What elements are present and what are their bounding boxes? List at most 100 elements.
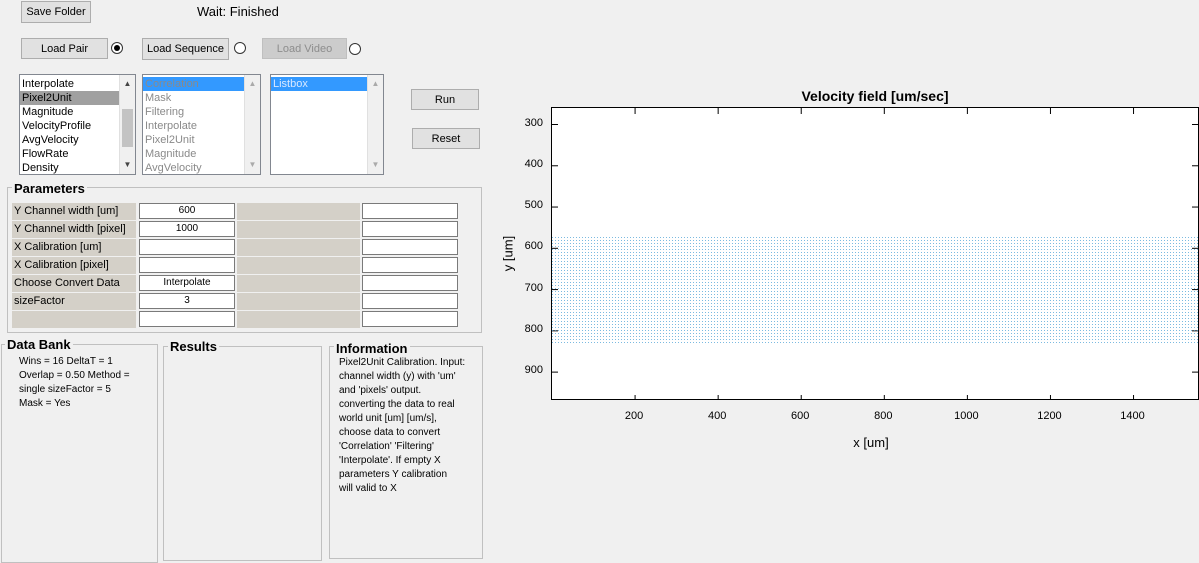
load-video-button[interactable]: Load Video	[262, 38, 347, 59]
information-line: will valid to X	[339, 483, 397, 494]
list-item[interactable]: FlowRate	[22, 148, 69, 160]
parameter-label-secondary	[237, 239, 360, 256]
parameter-value-field-secondary[interactable]	[362, 275, 458, 291]
x-tick-label: 400	[707, 410, 727, 422]
parameter-label-secondary	[237, 257, 360, 274]
x-tick-label: 800	[874, 410, 893, 422]
information-line: converting the data to real	[339, 399, 455, 410]
parameter-value-field[interactable]	[139, 257, 235, 273]
save-folder-button[interactable]: Save Folder	[21, 1, 91, 23]
parameter-label-secondary	[237, 221, 360, 238]
status-text: Wait: Finished	[197, 4, 279, 19]
y-tick-label: 800	[524, 322, 543, 335]
data-bank-line: Mask = Yes	[19, 398, 71, 409]
information-line: choose data to convert	[339, 427, 441, 438]
x-tick-label: 1200	[1037, 410, 1062, 422]
y-tick-label: 600	[524, 240, 543, 253]
list-item[interactable]: Listbox	[271, 77, 367, 91]
list-item[interactable]: Pixel2Unit	[145, 134, 195, 146]
list-item[interactable]: Magnitude	[145, 148, 197, 160]
output-listbox[interactable]: Listbox ▲ ▼	[270, 74, 384, 175]
list-item[interactable]: Interpolate	[22, 78, 74, 90]
parameter-value-field-secondary[interactable]	[362, 293, 458, 309]
list-item[interactable]: AvgVelocity	[145, 162, 202, 174]
information-line: channel width (y) with 'um'	[339, 371, 456, 382]
output-listbox-scrollbar[interactable]: ▲ ▼	[367, 75, 383, 174]
y-tick-label: 900	[524, 364, 543, 377]
y-tick-label: 500	[524, 199, 543, 212]
information-line: Pixel2Unit Calibration. Input:	[339, 357, 466, 368]
parameter-label: Y Channel width [um]	[12, 203, 136, 220]
list-item[interactable]: Pixel2Unit	[20, 91, 119, 105]
list-item[interactable]: Density	[22, 162, 59, 174]
reset-button[interactable]: Reset	[412, 128, 480, 149]
results-title: Results	[168, 339, 219, 354]
process-listbox-scrollbar[interactable]: ▲ ▼	[244, 75, 260, 174]
parameter-value-field[interactable]: 600	[139, 203, 235, 219]
analysis-listbox-scrollbar[interactable]: ▲ ▼	[119, 75, 135, 174]
velocity-field-band	[552, 235, 1198, 344]
process-listbox[interactable]: Correlation Mask Filtering Interpolate Pixel…	[142, 74, 261, 175]
parameter-label	[12, 311, 136, 328]
parameters-panel	[7, 187, 482, 333]
parameter-label: Y Channel width [pixel]	[12, 221, 136, 238]
information-line: world unit [um] [um/s],	[339, 413, 437, 424]
x-tick-label: 200	[624, 410, 644, 422]
load-sequence-button[interactable]: Load Sequence	[142, 38, 229, 60]
parameter-label-secondary	[237, 293, 360, 310]
x-tick-label: 1400	[1120, 410, 1145, 422]
scroll-up-icon[interactable]: ▲	[123, 79, 132, 88]
parameter-value-field-secondary[interactable]	[362, 239, 458, 255]
parameter-value-field[interactable]: 1000	[139, 221, 235, 237]
scroll-up-icon[interactable]: ▲	[248, 79, 257, 88]
list-item[interactable]: AvgVelocity	[22, 134, 79, 146]
data-bank-line: single sizeFactor = 5	[19, 384, 111, 395]
information-line: 'Interpolate'. If empty X	[339, 455, 441, 466]
y-tick-label: 400	[524, 157, 543, 170]
parameter-value-field[interactable]	[139, 311, 235, 327]
parameter-label-secondary	[237, 311, 360, 328]
information-line: 'Correlation' 'Filtering'	[339, 441, 434, 452]
load-sequence-radio[interactable]	[234, 42, 246, 54]
load-video-radio[interactable]	[349, 43, 361, 55]
list-item[interactable]: Interpolate	[145, 120, 197, 132]
data-bank-title: Data Bank	[5, 337, 73, 352]
scroll-thumb[interactable]	[122, 109, 133, 147]
chart-title: Velocity field [um/sec]	[801, 88, 949, 104]
parameter-label: sizeFactor	[12, 293, 136, 310]
analysis-listbox[interactable]: Interpolate Pixel2Unit Magnitude VelocityPr…	[19, 74, 136, 175]
y-tick-label: 300	[524, 116, 543, 129]
list-item[interactable]: Mask	[145, 92, 172, 104]
parameter-label-secondary	[237, 203, 360, 220]
list-item[interactable]: Filtering	[145, 106, 185, 118]
parameter-value-field[interactable]	[139, 239, 235, 255]
list-item[interactable]: VelocityProfile	[22, 120, 92, 132]
run-button[interactable]: Run	[411, 89, 479, 110]
parameter-label-secondary	[237, 275, 360, 292]
y-axis-label: y [um]	[500, 235, 516, 272]
scroll-down-icon[interactable]: ▼	[123, 160, 132, 169]
data-bank-line: Overlap = 0.50 Method =	[19, 370, 130, 381]
scroll-up-icon[interactable]: ▲	[371, 79, 380, 88]
list-item[interactable]: Correlation	[143, 77, 244, 91]
parameter-value-field-secondary[interactable]	[362, 257, 458, 273]
load-pair-radio[interactable]	[111, 42, 123, 54]
parameter-label: Choose Convert Data	[12, 275, 136, 292]
parameter-value-field-secondary[interactable]	[362, 311, 458, 327]
parameter-value-field[interactable]: 3	[139, 293, 235, 309]
velocity-field-plot	[551, 107, 1199, 400]
parameter-label: X Calibration [pixel]	[12, 257, 136, 274]
y-tick-label: 700	[524, 281, 543, 294]
parameter-value-field-secondary[interactable]	[362, 221, 458, 237]
parameter-value-field-secondary[interactable]	[362, 203, 458, 219]
results-panel	[163, 346, 322, 561]
x-axis-label: x [um]	[853, 435, 889, 450]
scroll-down-icon[interactable]: ▼	[371, 160, 380, 169]
x-tick-label: 600	[791, 410, 810, 422]
list-item[interactable]: Magnitude	[22, 106, 74, 118]
parameter-label: X Calibration [um]	[12, 239, 136, 256]
parameters-title: Parameters	[12, 181, 87, 196]
load-pair-button[interactable]: Load Pair	[21, 38, 108, 59]
scroll-down-icon[interactable]: ▼	[248, 160, 257, 169]
parameter-value-field[interactable]: Interpolate	[139, 275, 235, 291]
